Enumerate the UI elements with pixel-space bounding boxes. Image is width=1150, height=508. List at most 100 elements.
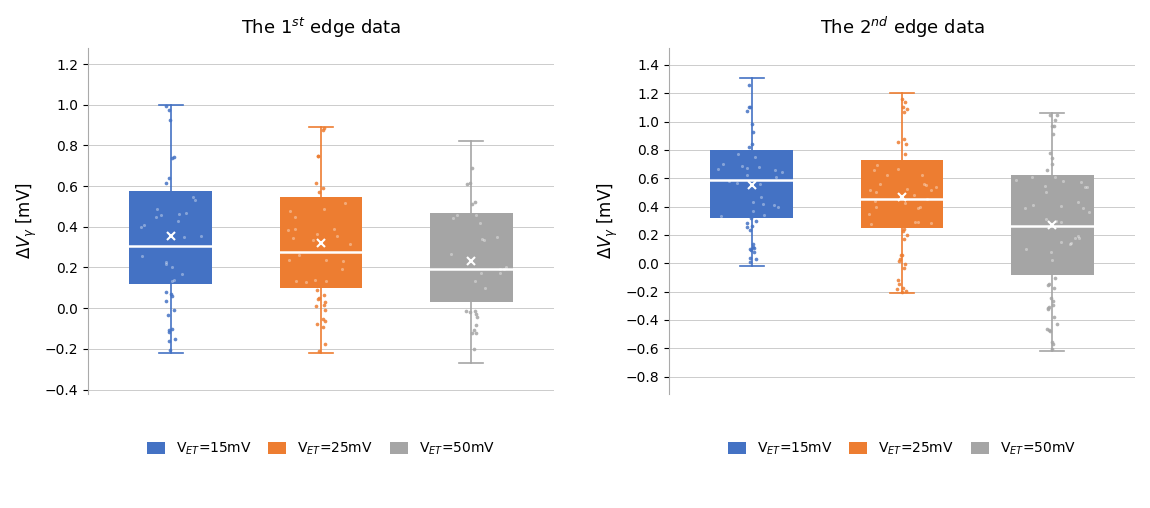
Point — [307, 321, 325, 329]
Point — [737, 164, 756, 172]
Point — [1074, 204, 1092, 212]
Point — [307, 287, 325, 295]
Point — [161, 345, 179, 354]
Point — [457, 307, 475, 315]
Point — [744, 207, 762, 215]
Point — [164, 276, 183, 284]
Point — [888, 138, 906, 146]
Point — [135, 221, 153, 229]
Point — [1043, 122, 1061, 131]
Point — [279, 226, 298, 234]
Point — [1070, 234, 1088, 242]
Point — [314, 183, 332, 192]
Point — [741, 81, 759, 89]
Point — [744, 243, 762, 251]
Point — [906, 218, 925, 227]
Point — [163, 277, 182, 285]
Point — [309, 347, 328, 355]
Point — [712, 212, 730, 220]
Point — [1048, 320, 1066, 328]
Point — [465, 326, 483, 334]
Point — [927, 183, 945, 192]
Point — [467, 310, 485, 318]
Point — [156, 178, 175, 186]
Point — [162, 325, 181, 333]
Point — [458, 180, 476, 188]
Point — [895, 235, 913, 243]
Point — [447, 211, 466, 219]
Point — [1017, 245, 1035, 253]
Point — [497, 263, 515, 271]
Point — [307, 179, 325, 187]
Point — [284, 234, 302, 242]
Point — [739, 143, 758, 151]
Point — [316, 340, 335, 348]
Point — [768, 203, 787, 211]
Point — [334, 257, 352, 265]
Point — [867, 161, 886, 169]
Point — [710, 166, 728, 174]
Point — [908, 218, 927, 226]
Point — [147, 213, 166, 221]
Point — [1040, 303, 1058, 311]
Point — [324, 225, 343, 233]
Point — [895, 135, 913, 143]
Point — [1048, 217, 1066, 225]
Point — [767, 173, 785, 181]
Point — [877, 171, 896, 179]
Point — [156, 297, 175, 305]
Point — [739, 103, 758, 111]
Point — [737, 107, 756, 115]
Point — [890, 257, 908, 265]
Point — [310, 188, 329, 196]
Point — [1015, 204, 1034, 212]
Point — [1066, 234, 1084, 242]
Point — [160, 326, 178, 334]
Point — [308, 230, 327, 238]
Point — [860, 210, 879, 218]
Point — [316, 256, 335, 264]
Point — [1042, 160, 1060, 168]
Point — [743, 140, 761, 148]
Point — [290, 250, 308, 259]
Point — [442, 250, 460, 259]
Point — [314, 324, 332, 332]
Point — [309, 294, 328, 302]
Point — [1024, 173, 1042, 181]
Point — [315, 205, 334, 213]
Title: The 2$^{nd}$ edge data: The 2$^{nd}$ edge data — [820, 15, 984, 40]
Point — [741, 254, 759, 262]
Point — [753, 200, 772, 208]
Point — [1043, 256, 1061, 264]
Point — [892, 288, 911, 296]
Point — [866, 203, 884, 211]
Point — [185, 196, 204, 204]
Point — [1080, 208, 1098, 216]
Point — [1060, 240, 1079, 248]
Point — [1043, 130, 1061, 138]
Point — [177, 209, 196, 217]
Point — [1036, 182, 1055, 190]
Point — [466, 198, 484, 206]
Point — [904, 191, 922, 199]
Point — [896, 199, 914, 207]
Point — [306, 276, 324, 284]
Point — [156, 102, 175, 110]
Point — [466, 277, 484, 285]
Point — [1043, 338, 1061, 346]
Point — [866, 197, 884, 205]
Point — [1053, 177, 1072, 185]
Point — [745, 243, 764, 251]
Point — [1045, 274, 1064, 282]
Point — [162, 290, 181, 298]
Point — [160, 337, 178, 345]
Y-axis label: $\Delta V_\gamma$ [mV]: $\Delta V_\gamma$ [mV] — [15, 182, 39, 259]
Point — [461, 307, 480, 315]
Point — [192, 232, 210, 240]
Point — [461, 179, 480, 187]
Point — [737, 219, 756, 228]
Point — [470, 219, 489, 227]
Legend: V$_{ET}$=15mV, V$_{ET}$=25mV, V$_{ET}$=50mV: V$_{ET}$=15mV, V$_{ET}$=25mV, V$_{ET}$=5… — [141, 435, 500, 463]
Legend: V$_{ET}$=15mV, V$_{ET}$=25mV, V$_{ET}$=50mV: V$_{ET}$=15mV, V$_{ET}$=25mV, V$_{ET}$=5… — [722, 435, 1081, 463]
Point — [467, 313, 485, 321]
